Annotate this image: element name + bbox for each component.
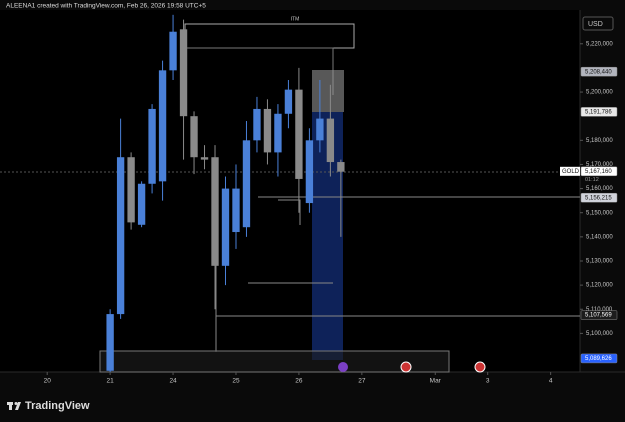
candle-body: [211, 157, 219, 266]
y-tick-label: 5,100,000: [586, 331, 613, 337]
price-label-bg: [580, 66, 618, 77]
candle-body: [148, 108, 156, 184]
candle-body: [242, 140, 251, 228]
header: ALEENA1 created with TradingView.com, Fe…: [6, 3, 206, 10]
countdown: 01:12: [585, 177, 599, 183]
x-tick-label: 20: [44, 378, 52, 385]
candle-body: [179, 29, 188, 117]
candle-body: [106, 314, 114, 371]
currency: USD: [588, 21, 603, 28]
candle-body: [316, 118, 324, 141]
candle-body: [221, 188, 230, 266]
x-tick-label: Mar: [430, 378, 442, 385]
logo-mark: [14, 402, 18, 405]
price-label: 5,156,215: [585, 195, 612, 201]
chart-pane: [0, 10, 580, 372]
symbol-tag: [560, 166, 580, 176]
y-tick-label: 5,130,000: [586, 259, 613, 265]
price-label-bg: [580, 166, 618, 177]
event-icon[interactable]: [400, 361, 412, 373]
candle-body: [263, 108, 272, 153]
price-label: 5,107,569: [585, 313, 612, 319]
candle-body: [116, 157, 125, 315]
candle-body: [169, 31, 177, 71]
price-label: 5,089,626: [585, 356, 612, 362]
candle-body: [305, 140, 314, 204]
y-tick-label: 5,140,000: [586, 234, 613, 240]
y-tick-label: 5,220,000: [586, 41, 613, 47]
y-tick-label: 5,200,000: [586, 90, 613, 96]
event-icon[interactable]: [474, 361, 486, 373]
price-label: 5,167,160: [585, 169, 612, 175]
y-tick-label: 5,170,000: [586, 162, 613, 168]
zone-label: ITM: [291, 16, 300, 22]
price-label: 5,191,786: [585, 109, 612, 115]
logo: TradingView: [7, 400, 90, 412]
x-tick-label: 4: [549, 378, 553, 385]
event-icon[interactable]: [338, 362, 348, 372]
x-tick-label: 21: [107, 378, 115, 385]
candle-body: [137, 183, 146, 225]
x-tick-label: 3: [486, 378, 490, 385]
x-tick-label: 24: [169, 378, 177, 385]
candle-body: [284, 89, 293, 114]
candle-body: [274, 113, 282, 153]
logo-mark: [9, 402, 12, 410]
price-label-bg: [580, 310, 618, 320]
currency-box[interactable]: [582, 16, 614, 31]
logo-mark: [15, 402, 21, 410]
candle-body: [232, 188, 240, 233]
y-tick-label: 5,150,000: [586, 210, 613, 216]
y-tick-label: 5,180,000: [586, 138, 613, 144]
candle-body: [190, 116, 198, 158]
candle-body: [158, 70, 167, 182]
y-tick-label: 5,160,000: [586, 186, 613, 192]
x-tick-label: 26: [295, 378, 303, 385]
session-box: [99, 350, 450, 373]
stop-zone: [312, 70, 344, 112]
price-label: 5,208,440: [585, 69, 612, 75]
candle-body: [127, 157, 135, 223]
candle-body: [253, 108, 261, 141]
y-tick-label: 5,120,000: [586, 283, 613, 289]
candle-body: [337, 162, 345, 172]
x-tick-label: 25: [232, 378, 240, 385]
logo-text: TradingView: [25, 400, 90, 412]
drawing-line: [278, 199, 301, 225]
symbol-label: GOLD: [562, 169, 580, 175]
x-tick-label: 27: [358, 378, 366, 385]
price-label-bg: [580, 353, 618, 364]
price-label-bg: [580, 107, 618, 117]
candle-body: [200, 157, 209, 160]
candle-body: [295, 89, 303, 179]
candle-body: [326, 118, 335, 163]
price-label-bg: [580, 192, 618, 203]
y-tick-label: 5,110,000: [586, 307, 613, 313]
